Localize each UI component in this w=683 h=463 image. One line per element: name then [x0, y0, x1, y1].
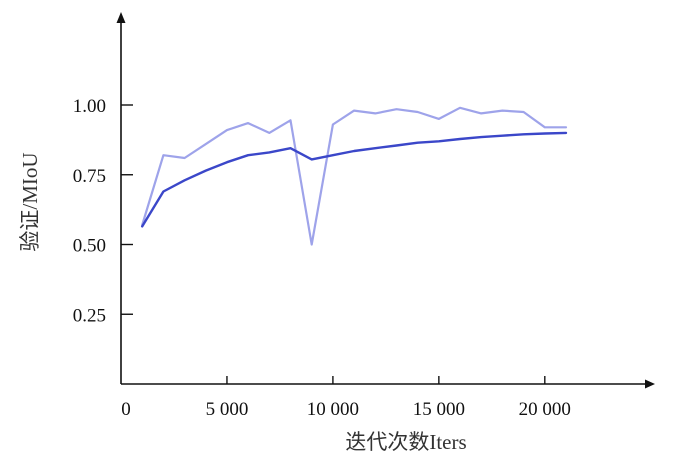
x-tick-label: 20 000 [519, 399, 571, 420]
y-axis-title: 验证/MIoU [18, 152, 42, 251]
x-tick-label: 5 000 [206, 399, 249, 420]
x-tick-label: 10 000 [307, 399, 359, 420]
y-tick-label: 1.00 [73, 96, 106, 117]
series-line-1 [141, 106, 568, 246]
y-ticks: 0.25 0.50 0.75 1.00 [73, 96, 133, 326]
y-tick-label: 0.25 [73, 305, 106, 326]
series-line-2 [140, 131, 568, 228]
x-axis-arrow [645, 379, 655, 389]
x-axis-title: 迭代次数Iters [345, 430, 466, 454]
y-tick-label: 0.75 [73, 166, 106, 187]
y-axis-arrow [116, 12, 126, 23]
x-tick-label: 15 000 [413, 399, 465, 420]
y-tick-label: 0.50 [73, 236, 106, 257]
series-layer [140, 106, 568, 246]
x-ticks: 0 5 000 10 000 15 000 20 000 [121, 376, 571, 420]
x-tick-label: 0 [121, 399, 131, 420]
